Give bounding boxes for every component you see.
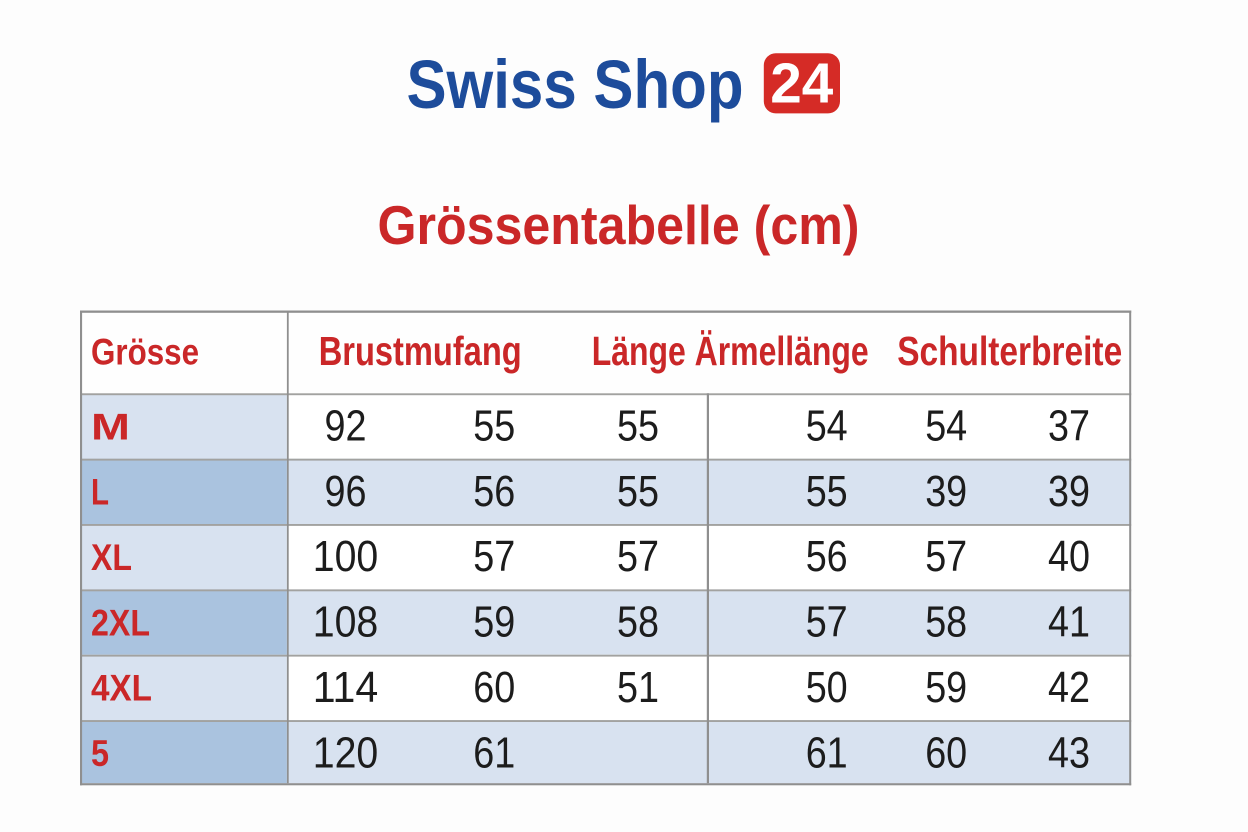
- svg-text:57: 57: [806, 598, 848, 647]
- svg-text:L: L: [91, 472, 109, 513]
- svg-text:55: 55: [806, 467, 848, 516]
- svg-text:57: 57: [617, 532, 659, 581]
- svg-text:Schulterbreite: Schulterbreite: [897, 328, 1122, 374]
- svg-text:56: 56: [806, 532, 848, 581]
- svg-text:120: 120: [313, 728, 379, 777]
- svg-text:54: 54: [806, 402, 848, 451]
- svg-text:39: 39: [925, 467, 967, 516]
- svg-text:24: 24: [770, 52, 834, 115]
- svg-text:100: 100: [313, 532, 379, 581]
- svg-text:59: 59: [925, 663, 967, 712]
- svg-text:55: 55: [473, 402, 515, 451]
- svg-text:37: 37: [1048, 402, 1090, 451]
- svg-text:51: 51: [617, 663, 659, 712]
- svg-text:61: 61: [473, 728, 515, 777]
- svg-text:54: 54: [925, 402, 967, 451]
- svg-text:Länge Ärmellänge: Länge Ärmellänge: [592, 328, 869, 374]
- svg-text:92: 92: [325, 402, 367, 451]
- svg-text:61: 61: [806, 728, 848, 777]
- svg-text:60: 60: [925, 728, 967, 777]
- svg-text:60: 60: [473, 663, 515, 712]
- svg-text:57: 57: [473, 532, 515, 581]
- svg-text:50: 50: [806, 663, 848, 712]
- svg-text:Brustmufang: Brustmufang: [319, 328, 522, 374]
- svg-text:59: 59: [473, 598, 515, 647]
- svg-text:39: 39: [1048, 467, 1090, 516]
- svg-text:58: 58: [925, 598, 967, 647]
- svg-text:Grössentabelle (cm): Grössentabelle (cm): [378, 195, 860, 256]
- svg-text:Swiss Shop: Swiss Shop: [407, 46, 744, 123]
- svg-text:41: 41: [1048, 598, 1090, 647]
- svg-text:2XL: 2XL: [91, 602, 150, 643]
- svg-text:56: 56: [473, 467, 515, 516]
- svg-text:58: 58: [617, 598, 659, 647]
- svg-text:96: 96: [325, 467, 367, 516]
- svg-text:XL: XL: [91, 537, 132, 578]
- svg-text:57: 57: [925, 532, 967, 581]
- svg-text:42: 42: [1048, 663, 1090, 712]
- svg-text:M: M: [91, 406, 130, 447]
- svg-text:108: 108: [313, 598, 379, 647]
- svg-text:43: 43: [1048, 728, 1090, 777]
- svg-text:55: 55: [617, 402, 659, 451]
- svg-text:114: 114: [313, 663, 379, 712]
- svg-text:55: 55: [617, 467, 659, 516]
- svg-text:4XL: 4XL: [91, 668, 152, 709]
- svg-text:5: 5: [91, 733, 109, 774]
- svg-text:Grösse: Grösse: [91, 330, 199, 372]
- svg-text:40: 40: [1048, 532, 1090, 581]
